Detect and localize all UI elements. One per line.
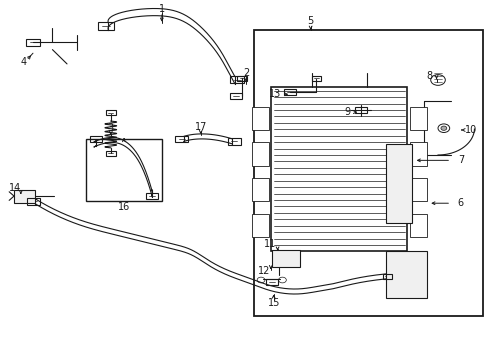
Text: 3: 3 — [107, 123, 114, 133]
Bar — [271, 250, 299, 267]
Bar — [271, 87, 407, 251]
Bar — [311, 76, 321, 81]
Bar — [251, 178, 268, 202]
Bar — [230, 76, 244, 84]
Text: 10: 10 — [464, 125, 476, 135]
Bar — [14, 190, 35, 203]
Bar — [382, 274, 391, 279]
Bar — [175, 136, 188, 142]
Text: 11: 11 — [263, 239, 275, 249]
Bar — [237, 76, 246, 81]
Bar — [106, 151, 116, 156]
Bar — [251, 214, 268, 237]
Text: 1: 1 — [159, 4, 164, 14]
Circle shape — [440, 126, 446, 130]
Bar — [265, 279, 277, 285]
Bar — [355, 107, 366, 113]
Bar — [251, 143, 268, 166]
Bar — [409, 143, 426, 166]
Bar — [98, 22, 114, 30]
Bar — [385, 144, 411, 223]
Bar — [230, 93, 242, 99]
Text: 7: 7 — [457, 156, 463, 165]
Text: 2: 2 — [243, 68, 248, 78]
Text: 13: 13 — [268, 89, 280, 99]
Text: 16: 16 — [118, 202, 130, 212]
Bar — [86, 139, 162, 202]
Text: 14: 14 — [9, 183, 21, 193]
Bar — [409, 178, 426, 202]
Bar — [409, 107, 426, 130]
Text: 15: 15 — [267, 298, 279, 308]
Text: 6: 6 — [457, 198, 463, 208]
Text: 8: 8 — [426, 71, 431, 81]
Text: 4: 4 — [20, 57, 26, 67]
Bar — [90, 136, 102, 142]
Bar — [27, 198, 40, 205]
Text: 5: 5 — [307, 16, 313, 26]
Bar — [284, 90, 295, 95]
Bar — [385, 251, 426, 298]
Bar — [106, 111, 116, 115]
Bar — [409, 214, 426, 237]
Bar — [227, 138, 240, 145]
Bar — [26, 39, 40, 46]
Text: 17: 17 — [194, 122, 206, 132]
Bar — [251, 107, 268, 130]
Text: 12: 12 — [257, 266, 269, 276]
Circle shape — [437, 124, 449, 132]
Text: 9: 9 — [344, 107, 350, 117]
Bar — [254, 30, 482, 316]
Bar — [146, 193, 158, 199]
